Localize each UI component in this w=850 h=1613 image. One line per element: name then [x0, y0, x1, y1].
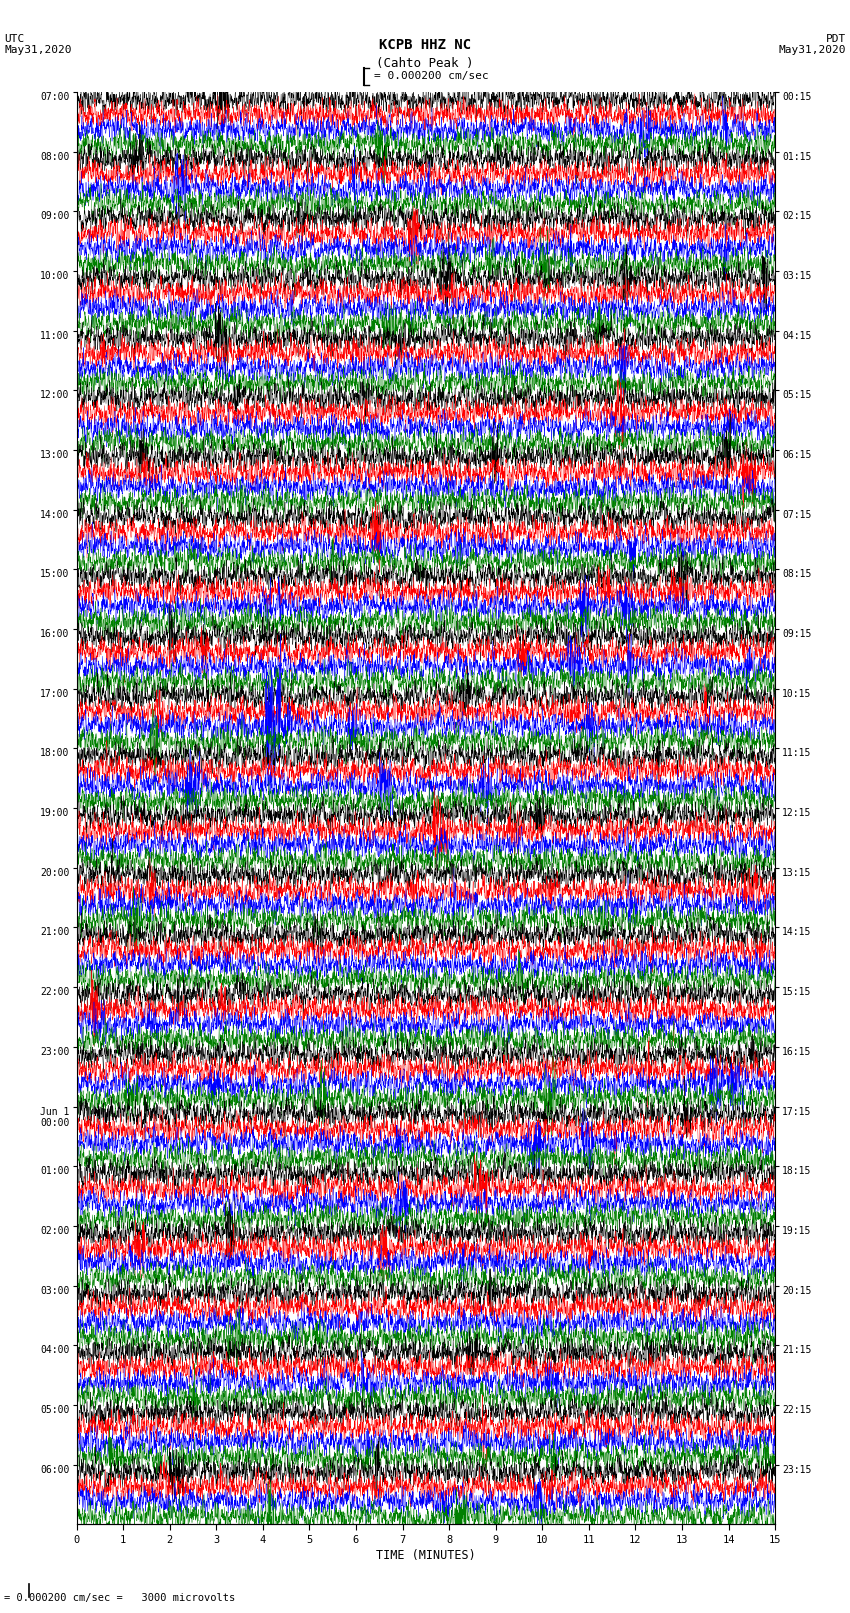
Text: UTC
May31,2020: UTC May31,2020 [4, 34, 71, 55]
Text: = 0.000200 cm/sec: = 0.000200 cm/sec [374, 71, 489, 81]
Text: PDT
May31,2020: PDT May31,2020 [779, 34, 846, 55]
X-axis label: TIME (MINUTES): TIME (MINUTES) [376, 1548, 476, 1561]
Text: KCPB HHZ NC: KCPB HHZ NC [379, 37, 471, 52]
Text: (Cahto Peak ): (Cahto Peak ) [377, 58, 473, 71]
Text: = 0.000200 cm/sec =   3000 microvolts: = 0.000200 cm/sec = 3000 microvolts [4, 1594, 235, 1603]
